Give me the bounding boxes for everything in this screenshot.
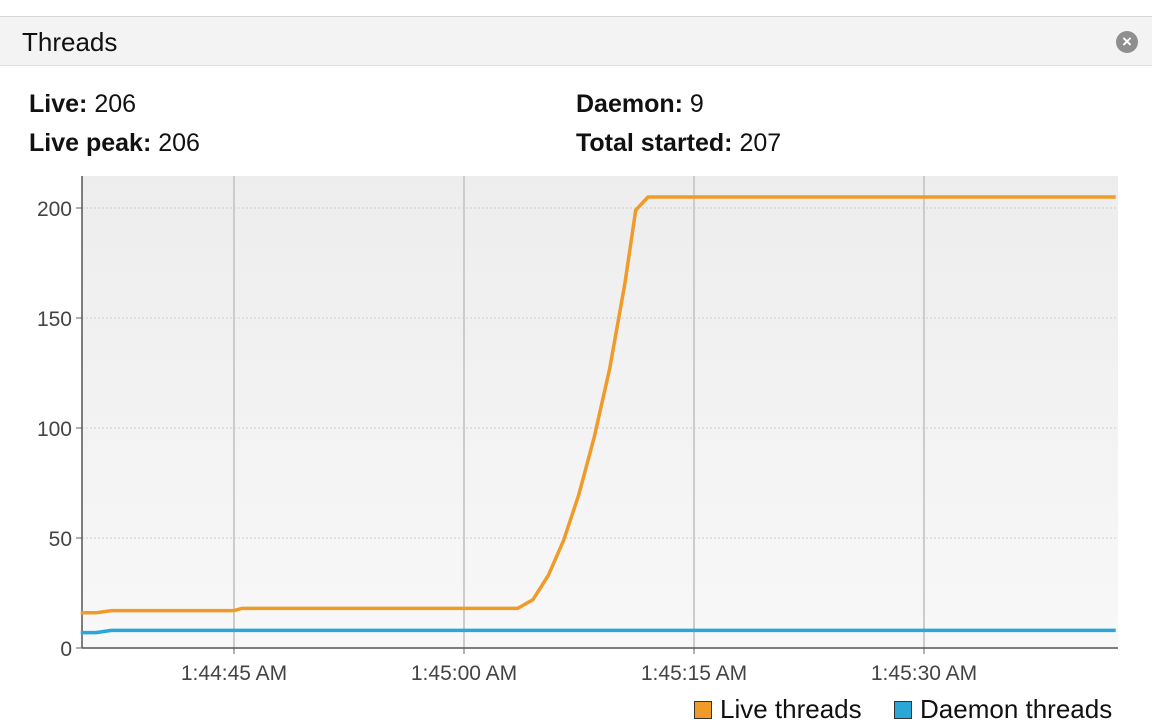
total-started-label: Total started: bbox=[576, 129, 733, 157]
legend-daemon: Daemon threads bbox=[894, 694, 1112, 725]
live-value: 206 bbox=[94, 90, 137, 118]
y-tick-label: 0 bbox=[60, 638, 72, 661]
y-tick-label: 50 bbox=[49, 528, 72, 551]
y-tick-label: 200 bbox=[37, 198, 72, 221]
legend-daemon-label: Daemon threads bbox=[920, 694, 1113, 724]
total-started-value: 207 bbox=[739, 129, 782, 157]
legend-live-swatch bbox=[694, 700, 712, 719]
total-started-stat: Total started: 207 bbox=[576, 129, 781, 158]
y-tick-label: 100 bbox=[37, 418, 72, 441]
legend-live-label: Live threads bbox=[720, 694, 862, 724]
live-label: Live: bbox=[29, 90, 88, 118]
panel-title: Threads bbox=[22, 27, 118, 57]
close-icon[interactable]: × bbox=[1116, 31, 1138, 53]
legend-live: Live threads bbox=[694, 694, 862, 725]
daemon-value: 9 bbox=[689, 90, 704, 118]
live-peak-label: Live peak: bbox=[29, 129, 152, 157]
threads-chart: 0 50 100 150 200 1:44:45 AM 1:45:00 AM 1:45:15 … bbox=[0, 166, 1152, 728]
live-threads-line bbox=[80, 195, 1116, 615]
legend-daemon-swatch bbox=[894, 700, 912, 719]
daemon-label: Daemon: bbox=[576, 90, 683, 118]
daemon-stat: Daemon: 9 bbox=[576, 90, 704, 119]
panel-header: Threads × bbox=[0, 16, 1152, 66]
live-peak-stat: Live peak: 206 bbox=[29, 129, 200, 158]
x-tick-label: 1:45:00 AM bbox=[411, 662, 517, 685]
live-peak-value: 206 bbox=[158, 129, 200, 157]
y-tick-label: 150 bbox=[37, 308, 72, 331]
x-tick-label: 1:45:15 AM bbox=[641, 662, 747, 685]
x-tick-label: 1:44:45 AM bbox=[181, 662, 287, 685]
live-stat: Live: 206 bbox=[29, 90, 136, 119]
threads-chart-svg: 0 50 100 150 200 1:44:45 AM 1:45:00 AM 1:45:15 … bbox=[37, 176, 1118, 685]
x-tick-label: 1:45:30 AM bbox=[871, 662, 977, 685]
daemon-threads-line bbox=[80, 628, 1116, 635]
